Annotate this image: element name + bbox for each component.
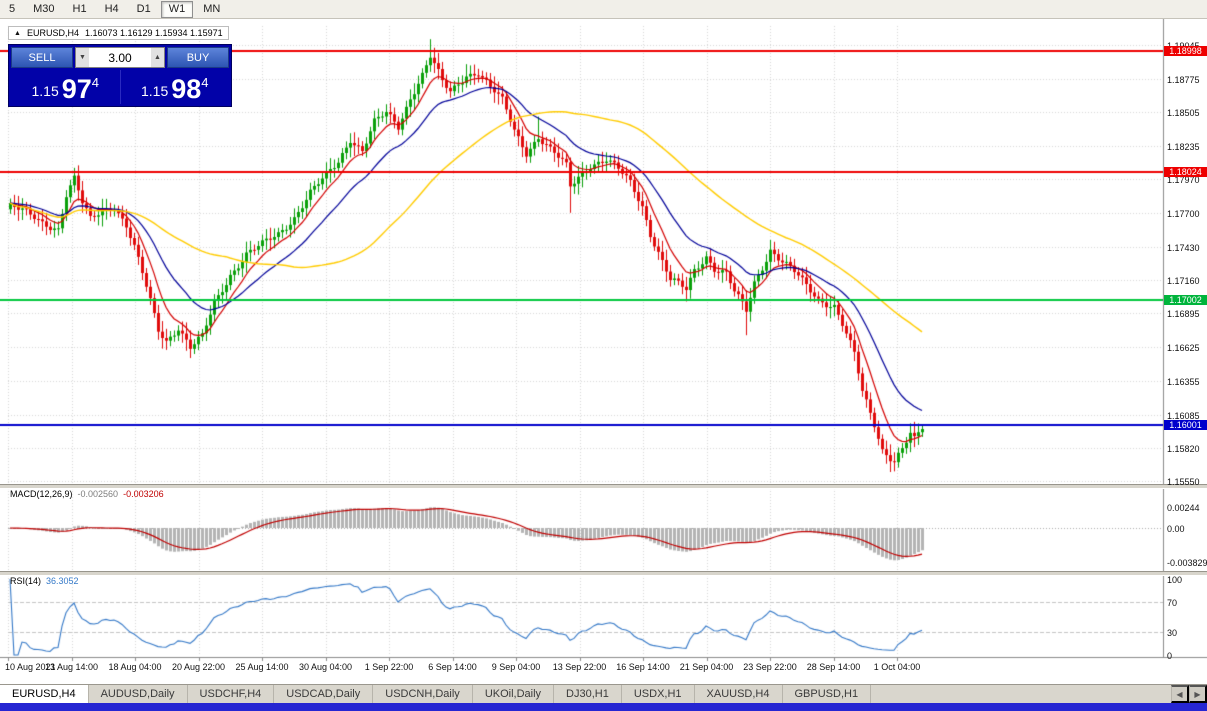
time-axis-label: 18 Aug 04:00 xyxy=(108,662,162,672)
price-axis-label: 1.16085 xyxy=(1167,410,1200,421)
window-bottom-strip xyxy=(0,703,1207,711)
tab-scroll-left-icon[interactable]: ◀ xyxy=(1171,685,1189,703)
price-line-badge: 1.18998 xyxy=(1164,45,1207,56)
time-axis-label: 23 Sep 22:00 xyxy=(743,662,797,672)
timeframe-h1[interactable]: H1 xyxy=(65,1,95,18)
macd-value-signal: -0.003206 xyxy=(123,489,164,499)
time-axis-label: 9 Sep 04:00 xyxy=(491,662,541,672)
rsi-axis-label: 70 xyxy=(1167,597,1178,608)
timeframe-d1[interactable]: D1 xyxy=(129,1,159,18)
time-axis-label: 1 Sep 22:00 xyxy=(364,662,414,672)
rsi-value: 36.3052 xyxy=(46,576,79,586)
timeframe-mn[interactable]: MN xyxy=(195,1,228,18)
price-axis-label: 1.16355 xyxy=(1167,376,1200,387)
tab-gbpusd-h1[interactable]: GBPUSD,H1 xyxy=(782,685,872,703)
price-axis-label: 1.17970 xyxy=(1167,175,1200,186)
collapse-trade-panel-icon[interactable]: ▲ xyxy=(14,29,21,37)
tab-usdcnh-daily[interactable]: USDCNH,Daily xyxy=(373,685,473,703)
tab-usdx-h1[interactable]: USDX,H1 xyxy=(621,685,695,703)
tab-scroll-right-icon[interactable]: ▶ xyxy=(1189,685,1207,703)
tab-audusd-daily[interactable]: AUDUSD,Daily xyxy=(88,685,188,703)
price-axis-label: 1.15820 xyxy=(1167,443,1200,454)
buy-price-display[interactable]: 1.15 98 4 xyxy=(121,70,230,104)
price-line-badge: 1.18024 xyxy=(1164,167,1207,178)
buy-button[interactable]: BUY xyxy=(167,47,229,68)
time-axis[interactable]: 10 Aug 2021 13 Aug 14:00 18 Aug 04:00 20 Au… xyxy=(0,661,1163,676)
price-line-badge: 1.17002 xyxy=(1164,294,1207,305)
rsi-axis-label: 0 xyxy=(1167,651,1173,661)
price-axis[interactable]: 1.190451.187751.185051.182351.179701.177… xyxy=(1164,0,1207,711)
sell-price-big: 97 xyxy=(61,74,92,104)
macd-name: MACD(12,26,9) xyxy=(10,489,73,499)
price-axis-label: 1.18505 xyxy=(1167,108,1200,119)
chart-title-box: ▲ EURUSD,H4 1.16073 1.16129 1.15934 1.15… xyxy=(8,26,229,40)
rsi-name: RSI(14) xyxy=(10,576,42,586)
sell-button[interactable]: SELL xyxy=(11,47,73,68)
time-axis-label: 30 Aug 04:00 xyxy=(298,662,353,672)
volume-decrease-icon[interactable]: ▼ xyxy=(76,48,89,67)
volume-increase-icon[interactable]: ▲ xyxy=(151,48,164,67)
time-axis-label: 13 Sep 22:00 xyxy=(552,662,607,672)
chart-tabbar: EURUSD,H4 AUDUSD,Daily USDCHF,H4 USDCAD,… xyxy=(0,684,1207,703)
tab-scroll-controls: ◀ ▶ xyxy=(1171,685,1207,703)
price-axis-label: 1.18235 xyxy=(1167,141,1200,152)
macd-pane-label: MACD(12,26,9) -0.002560 -0.003206 xyxy=(10,489,164,499)
time-axis-label: 13 Aug 14:00 xyxy=(44,662,99,672)
rsi-axis-label: 100 xyxy=(1167,575,1183,585)
timeframe-h4[interactable]: H4 xyxy=(97,1,127,18)
macd-axis-label: 0.00 xyxy=(1167,524,1185,534)
time-axis-label: 25 Aug 14:00 xyxy=(235,662,289,672)
chart-ohlc-values: 1.16073 1.16129 1.15934 1.15971 xyxy=(84,28,223,38)
price-axis-label: 1.16625 xyxy=(1167,343,1200,354)
macd-value-main: -0.002560 xyxy=(77,489,119,499)
buy-price-sup: 4 xyxy=(201,75,209,90)
time-axis-label: 6 Sep 14:00 xyxy=(428,662,477,672)
volume-input[interactable] xyxy=(89,48,151,67)
chart-symbol-label: EURUSD,H4 xyxy=(26,28,79,38)
price-line-badge: 1.16001 xyxy=(1164,420,1207,430)
sell-price-prefix: 1.15 xyxy=(31,83,59,99)
time-axis-label: 20 Aug 22:00 xyxy=(171,662,226,672)
volume-control: ▼ ▲ xyxy=(75,47,165,68)
time-axis-label: 28 Sep 14:00 xyxy=(806,662,861,672)
time-axis-label: 1 Oct 04:00 xyxy=(873,662,921,672)
buy-price-big: 98 xyxy=(171,74,202,104)
macd-axis-label: 0.00244 xyxy=(1167,502,1200,513)
price-axis-label: 1.16895 xyxy=(1167,309,1200,320)
tab-eurusd-h4[interactable]: EURUSD,H4 xyxy=(0,685,89,703)
price-axis-label: 1.15550 xyxy=(1167,477,1200,488)
tab-xauusd-h4[interactable]: XAUUSD,H4 xyxy=(694,685,783,703)
rsi-pane-label: RSI(14) 36.3052 xyxy=(10,576,79,586)
time-axis-label: 16 Sep 14:00 xyxy=(616,662,670,672)
time-axis-label: 21 Sep 04:00 xyxy=(679,662,734,672)
price-axis-label: 1.18775 xyxy=(1167,74,1200,85)
buy-price-prefix: 1.15 xyxy=(140,83,169,99)
tab-usdcad-daily[interactable]: USDCAD,Daily xyxy=(274,685,374,703)
sell-price-sup: 4 xyxy=(91,75,100,90)
timeframe-w1[interactable]: W1 xyxy=(160,0,194,18)
timeframe-m30[interactable]: M30 xyxy=(25,1,62,18)
tab-ukoil-daily[interactable]: UKOil,Daily xyxy=(472,685,555,703)
time-axis-label: 10 Aug 2021 xyxy=(5,662,56,672)
one-click-trading-panel: SELL ▼ ▲ BUY 1.15 97 4 1.15 98 4 xyxy=(8,44,232,107)
price-axis-label: 1.17430 xyxy=(1167,242,1200,253)
price-axis-label: 1.17160 xyxy=(1167,276,1200,287)
sell-price-display[interactable]: 1.15 97 4 xyxy=(11,70,121,104)
tab-usdchf-h4[interactable]: USDCHF,H4 xyxy=(187,685,275,703)
timeframe-m5-partial[interactable]: 5 xyxy=(1,1,23,18)
timeframe-toolbar: 5 M30 H1 H4 D1 W1 MN xyxy=(0,0,1207,19)
rsi-axis-label: 30 xyxy=(1167,628,1178,639)
pane-separator[interactable] xyxy=(0,484,1207,489)
tab-dj30-h1[interactable]: DJ30,H1 xyxy=(554,685,622,703)
pane-separator[interactable] xyxy=(0,571,1207,576)
price-axis-label: 1.17700 xyxy=(1167,208,1200,219)
macd-axis-label: -0.003829 xyxy=(1167,557,1207,568)
